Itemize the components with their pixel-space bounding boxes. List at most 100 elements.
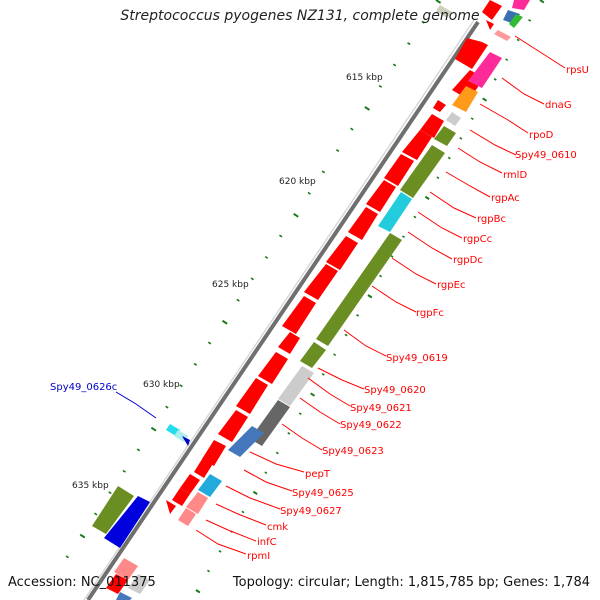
gene-block-43 <box>116 592 132 600</box>
leader-rgpDc <box>407 231 453 260</box>
minor-tick <box>207 569 211 573</box>
leader-Spy49_0626c <box>115 391 157 419</box>
gene-block-6 <box>446 112 461 126</box>
minor-tick <box>421 20 425 24</box>
gene-block-31 <box>172 488 190 506</box>
gene-block-19 <box>300 342 326 368</box>
major-tick <box>195 589 201 594</box>
gene-block-14 <box>348 207 378 240</box>
leader-cmk <box>215 503 267 526</box>
minor-tick <box>344 333 348 337</box>
gene-block-5 <box>433 100 446 112</box>
tick-label-615: 615 kbp <box>346 73 383 83</box>
major-tick <box>150 426 157 432</box>
feature-red-small <box>486 20 494 30</box>
leader-Spy49_0627 <box>225 485 281 510</box>
leader-Spy49_0620 <box>317 367 365 390</box>
minor-tick <box>264 255 269 259</box>
gene-label-Spy49_0627: Spy49_0627 <box>280 506 342 517</box>
gene-block-34 <box>166 500 176 514</box>
minor-tick <box>279 234 283 238</box>
minor-tick <box>321 170 326 174</box>
major-tick <box>221 319 228 325</box>
tick-label-635: 635 kbp <box>72 481 109 491</box>
major-tick <box>539 0 545 4</box>
feature-pink-small <box>494 30 511 41</box>
gene-block-30 <box>180 474 200 494</box>
major-tick <box>252 490 258 495</box>
gene-label-Spy49_0622: Spy49_0622 <box>340 420 402 431</box>
gene-block-4 <box>452 86 478 112</box>
gene-block-29 <box>198 474 222 497</box>
leader-Spy49_0621 <box>307 377 351 407</box>
leader-dnaG <box>501 77 545 105</box>
leader-rpoD <box>479 103 529 134</box>
gene-block-21 <box>258 352 288 384</box>
gene-block-26 <box>228 426 264 457</box>
leader-rmlD <box>457 147 503 174</box>
minor-tick <box>447 156 451 160</box>
minor-tick <box>65 555 69 559</box>
gene-block-3 <box>468 52 502 88</box>
minor-tick <box>207 341 212 345</box>
genome-summary: Topology: circular; Length: 1,815,785 bp… <box>232 575 590 590</box>
gene-label-dnaG: dnaG <box>545 100 572 111</box>
minor-tick <box>470 117 474 121</box>
gene-block-23 <box>236 378 268 414</box>
minor-tick <box>333 353 337 357</box>
leader-rpmI <box>195 529 247 555</box>
gene-block-8 <box>402 130 432 160</box>
gene-block-10 <box>400 145 445 198</box>
leader-rgpEc <box>391 257 437 285</box>
minor-tick <box>379 274 383 278</box>
gene-label-Spy49_0619: Spy49_0619 <box>386 353 448 364</box>
feature-track <box>92 0 530 600</box>
feature-gray-top <box>436 5 452 18</box>
tick-label-630: 630 kbp <box>143 380 180 390</box>
gene-label-Spy49_0620: Spy49_0620 <box>364 385 426 396</box>
major-tick <box>482 97 488 102</box>
gene-label-infC: infC <box>257 537 277 548</box>
leader-Spy49_0625 <box>243 469 293 492</box>
accession-text: Accession: NC_011375 <box>8 575 156 590</box>
gene-block-28 <box>194 456 214 478</box>
minor-tick <box>179 384 183 388</box>
gene-block-37 <box>182 436 190 446</box>
backbone-outer <box>86 20 480 600</box>
gene-block-25 <box>218 410 248 442</box>
feature-green-top <box>509 14 523 28</box>
gene-label-rgpAc: rgpAc <box>491 193 520 204</box>
leader-Spy49_0622 <box>299 397 341 425</box>
minor-tick <box>165 405 169 409</box>
gene-block-22 <box>278 366 314 406</box>
gene-block-38 <box>92 486 134 534</box>
gene-block-40 <box>114 558 138 580</box>
major-tick <box>424 195 430 200</box>
minor-tick <box>241 510 245 514</box>
gene-block-39 <box>104 496 150 548</box>
minor-tick <box>528 18 532 22</box>
gene-label-rgpBc: rgpBc <box>477 214 506 225</box>
major-tick <box>293 213 299 218</box>
minor-tick <box>516 38 520 42</box>
minor-tick <box>350 127 354 131</box>
leader-rgpBc <box>429 191 477 219</box>
minor-tick <box>378 84 383 88</box>
minor-tick <box>264 471 268 475</box>
gene-label-rgpFc: rgpFc <box>416 308 444 319</box>
minor-tick <box>392 63 397 67</box>
minor-tick <box>356 313 360 317</box>
gene-block-7 <box>420 114 444 138</box>
genome-title: Streptococcus pyogenes NZ131, complete g… <box>120 8 480 24</box>
feature-red-top1 <box>482 0 502 20</box>
gene-label-Spy49_0621: Spy49_0621 <box>350 403 412 414</box>
minor-tick <box>218 549 222 553</box>
leader-rgpAc <box>445 171 491 198</box>
minor-tick <box>459 136 463 140</box>
leader-pepT <box>249 451 305 473</box>
minor-tick <box>236 298 240 302</box>
gene-label-rgpEc: rgpEc <box>437 280 465 291</box>
minor-tick <box>321 372 325 376</box>
gene-block-1 <box>455 38 488 69</box>
